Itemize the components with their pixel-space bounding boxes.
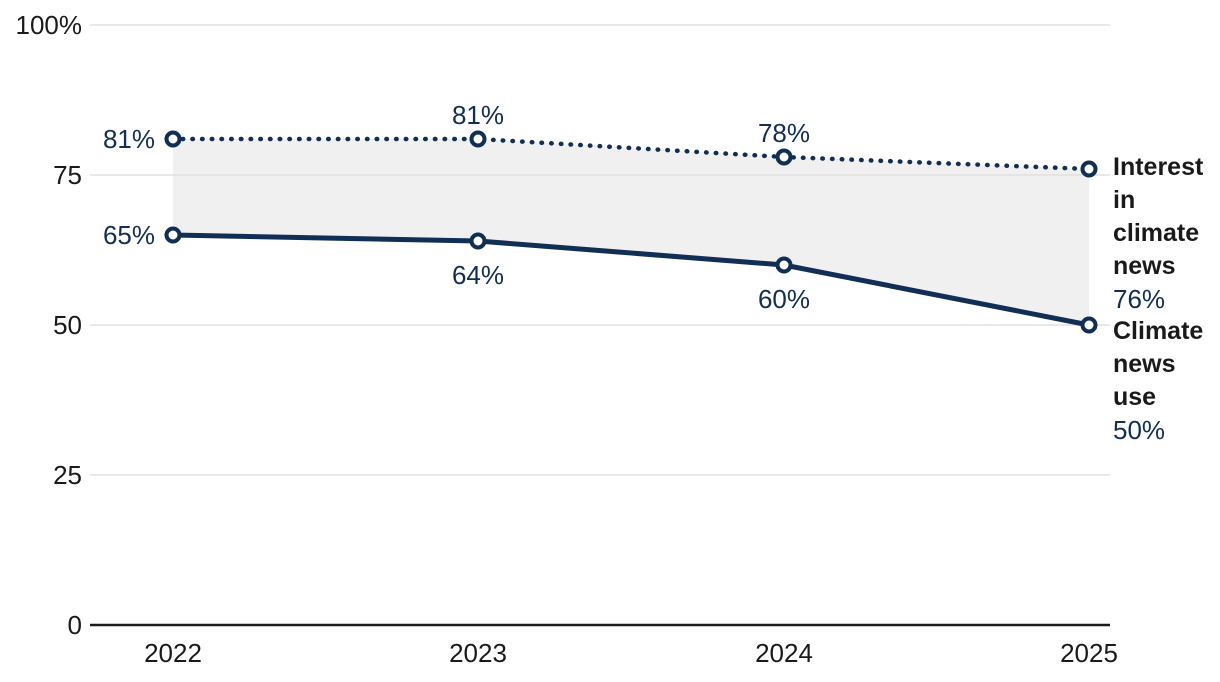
point-value-label: 60% — [758, 284, 810, 314]
data-point-marker — [469, 232, 487, 250]
y-tick-label: 100% — [16, 10, 83, 40]
series-end-label-interest-in-climate-news: Interest in climate news 76% — [1113, 151, 1217, 316]
data-point-marker — [775, 148, 793, 166]
y-tick-label: 0 — [68, 610, 82, 640]
point-value-label: 81% — [452, 100, 504, 130]
data-point-marker — [775, 256, 793, 274]
series-name-label: Interest in climate news — [1113, 153, 1204, 280]
x-tick-label: 2025 — [1060, 638, 1118, 668]
data-point-marker — [164, 226, 182, 244]
data-point-marker — [164, 130, 182, 148]
data-point-marker — [469, 130, 487, 148]
y-tick-label: 50 — [53, 310, 82, 340]
series-name-label: Climate news use — [1113, 317, 1204, 411]
point-value-label: 78% — [758, 118, 810, 148]
series-line-climate-news-use — [172, 232, 1090, 328]
series-end-label-climate-news-use: Climate news use 50% — [1113, 315, 1217, 447]
x-tick-label: 2024 — [755, 638, 813, 668]
x-tick-label: 2022 — [144, 638, 202, 668]
data-point-marker — [1080, 316, 1098, 334]
x-tick-label: 2023 — [449, 638, 507, 668]
y-tick-label: 25 — [53, 460, 82, 490]
data-point-marker — [1080, 160, 1098, 178]
series-end-value-label: 50% — [1113, 415, 1166, 445]
series-end-value-label: 76% — [1113, 284, 1166, 314]
series-line-interest-in-climate-news — [170, 136, 1092, 172]
point-value-label: 65% — [103, 220, 155, 250]
point-value-label: 81% — [103, 124, 155, 154]
y-tick-label: 75 — [53, 160, 82, 190]
point-value-label: 64% — [452, 260, 504, 290]
